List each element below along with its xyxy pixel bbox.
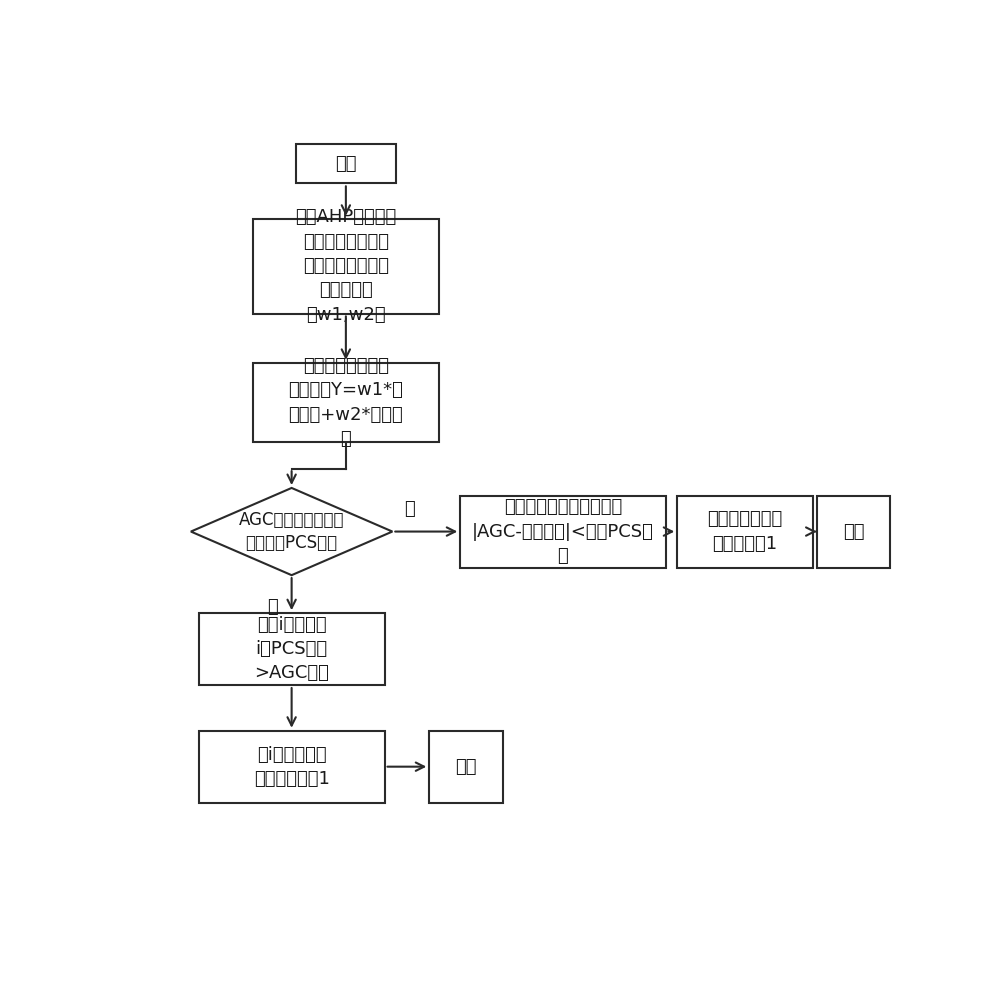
FancyBboxPatch shape (296, 144, 396, 183)
Text: 是: 是 (404, 500, 415, 518)
FancyBboxPatch shape (253, 362, 439, 442)
Text: 计算i，使得前
i个PCS容量
>AGC指令: 计算i，使得前 i个PCS容量 >AGC指令 (254, 616, 329, 683)
Polygon shape (191, 488, 392, 575)
Text: 计算每个储能路线
的排序值Y=w1*循
环寿命+w2*循环效
率: 计算每个储能路线 的排序值Y=w1*循 环寿命+w2*循环效 率 (288, 358, 403, 448)
Text: 利用AHP算法分别
计算储能路线的循
环寿命、循环效率
的权重函数
（w1,w2）: 利用AHP算法分别 计算储能路线的循 环寿命、循环效率 的权重函数 （w1,w2… (295, 209, 396, 324)
Text: 结束: 结束 (843, 523, 864, 541)
Text: 所有储能线路的
调节次数加1: 所有储能线路的 调节次数加1 (707, 510, 783, 553)
Text: 增加机组出力，等待查到
|AGC-机组出力|<储能PCS容
量: 增加机组出力，等待查到 |AGC-机组出力|<储能PCS容 量 (472, 498, 654, 564)
FancyBboxPatch shape (429, 731, 503, 803)
FancyBboxPatch shape (199, 613, 385, 686)
Text: 结束: 结束 (455, 757, 477, 775)
Text: AGC指令大于所有种
类的储能PCS容量: AGC指令大于所有种 类的储能PCS容量 (239, 511, 344, 553)
FancyBboxPatch shape (817, 495, 890, 567)
Text: 开始: 开始 (335, 155, 357, 172)
FancyBboxPatch shape (199, 731, 385, 803)
FancyBboxPatch shape (253, 219, 439, 313)
FancyBboxPatch shape (677, 495, 813, 567)
FancyBboxPatch shape (460, 495, 666, 567)
Text: 否: 否 (267, 598, 278, 616)
Text: 前i个储能线路
的调节次数加1: 前i个储能线路 的调节次数加1 (254, 746, 330, 788)
